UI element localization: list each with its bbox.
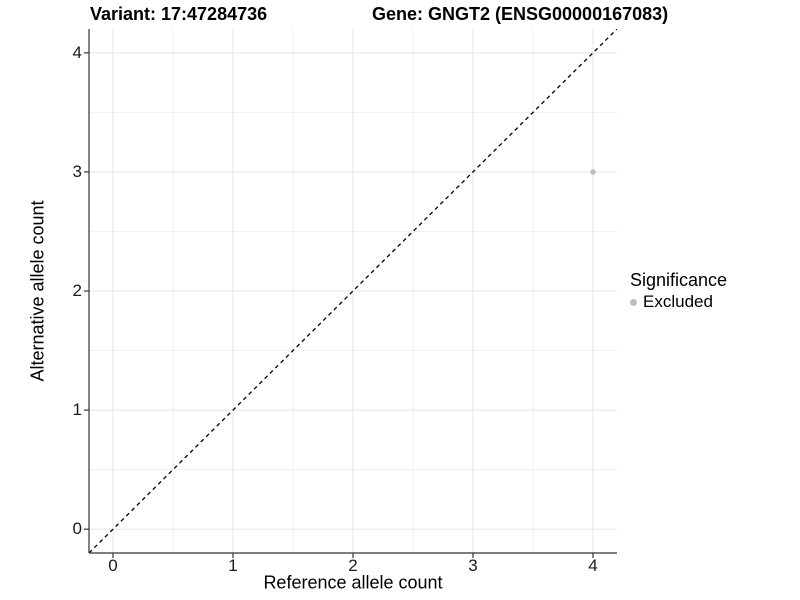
y-tick-label-0: 0 (72, 519, 82, 539)
legend: Significance Excluded (630, 269, 727, 312)
scatter-plot-panel (84, 29, 617, 558)
plot-title-gene: Gene: GNGT2 (ENSG00000167083) (372, 4, 669, 24)
plot-title-variant: Variant: 17:47284736 (90, 4, 268, 24)
x-tick-label-4: 4 (588, 556, 598, 575)
y-tick-label-1: 1 (72, 400, 82, 420)
excluded-point-icon (630, 298, 637, 306)
x-tick-label-3: 3 (468, 556, 478, 575)
legend-title: Significance (630, 270, 728, 290)
y-tick-label-3: 3 (72, 161, 82, 181)
y-axis-title: Alternative allele count (27, 200, 48, 382)
y-tick-label-4: 4 (72, 42, 82, 62)
data-point-excluded (590, 169, 596, 175)
legend-item-label: Excluded (643, 292, 713, 311)
x-axis-title: Reference allele count (263, 572, 443, 593)
y-tick-label-2: 2 (72, 281, 82, 300)
identity-dashed-line (88, 29, 617, 554)
x-tick-label-1: 1 (228, 556, 238, 575)
x-tick-label-0: 0 (108, 556, 118, 575)
x-tick-label-2: 2 (348, 556, 358, 575)
legend-item-excluded: Excluded (630, 292, 727, 312)
